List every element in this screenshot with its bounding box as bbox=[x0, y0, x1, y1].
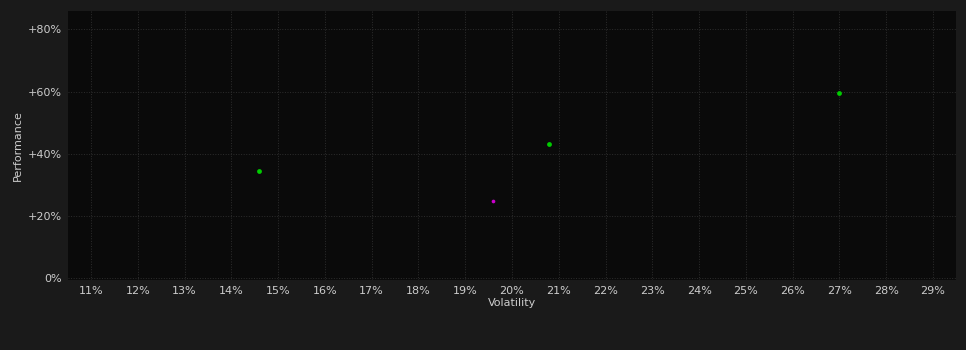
Point bbox=[542, 141, 557, 147]
Point bbox=[832, 90, 847, 96]
X-axis label: Volatility: Volatility bbox=[488, 298, 536, 308]
Point bbox=[486, 198, 501, 204]
Y-axis label: Performance: Performance bbox=[13, 110, 22, 181]
Point bbox=[252, 168, 268, 174]
